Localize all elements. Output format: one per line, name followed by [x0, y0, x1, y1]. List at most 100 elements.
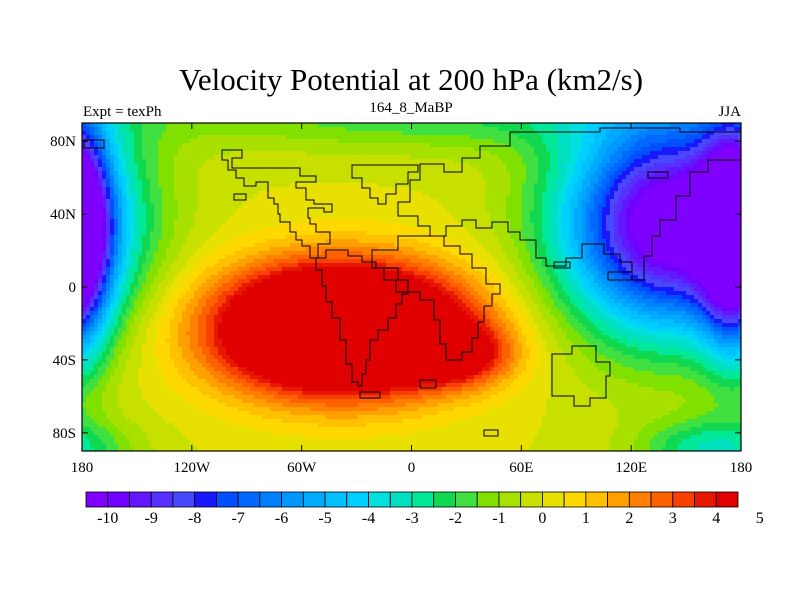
- field-cell: [730, 163, 735, 168]
- field-cell: [98, 227, 103, 232]
- field-cell: [662, 183, 667, 188]
- field-cell: [718, 203, 723, 208]
- field-cell: [398, 167, 403, 172]
- field-cell: [258, 143, 263, 148]
- field-cell: [662, 167, 667, 172]
- field-cell: [314, 163, 319, 168]
- field-cell: [490, 179, 495, 184]
- field-cell: [458, 155, 463, 160]
- field-cell: [270, 179, 275, 184]
- field-cell: [250, 215, 255, 220]
- field-cell: [106, 135, 111, 140]
- field-cell: [406, 223, 411, 228]
- field-cell: [486, 135, 491, 140]
- field-cell: [574, 167, 579, 172]
- field-cell: [286, 219, 291, 224]
- field-cell: [650, 175, 655, 180]
- field-cell: [430, 223, 435, 228]
- field-cell: [162, 163, 167, 168]
- field-cell: [450, 179, 455, 184]
- field-cell: [234, 183, 239, 188]
- field-cell: [126, 207, 131, 212]
- field-cell: [142, 235, 147, 240]
- field-cell: [670, 207, 675, 212]
- field-cell: [642, 131, 647, 136]
- field-cell: [450, 235, 455, 240]
- field-cell: [126, 143, 131, 148]
- field-cell: [690, 147, 695, 152]
- field-cell: [566, 143, 571, 148]
- field-cell: [214, 239, 219, 244]
- field-cell: [578, 207, 583, 212]
- field-cell: [566, 171, 571, 176]
- field-cell: [630, 159, 635, 164]
- field-cell: [150, 207, 155, 212]
- field-cell: [238, 179, 243, 184]
- field-cell: [370, 159, 375, 164]
- field-cell: [122, 147, 127, 152]
- field-cell: [658, 199, 663, 204]
- field-cell: [354, 207, 359, 212]
- field-cell: [166, 203, 171, 208]
- field-cell: [266, 211, 271, 216]
- field-cell: [434, 219, 439, 224]
- field-cell: [678, 227, 683, 232]
- field-cell: [110, 183, 115, 188]
- field-cell: [498, 223, 503, 228]
- field-cell: [166, 231, 171, 236]
- field-cell: [318, 215, 323, 220]
- field-cell: [482, 231, 487, 236]
- field-cell: [174, 203, 179, 208]
- field-cell: [142, 215, 147, 220]
- field-cell: [738, 131, 741, 136]
- field-cell: [458, 187, 463, 192]
- field-cell: [722, 139, 727, 144]
- field-cell: [162, 207, 167, 212]
- field-cell: [630, 199, 635, 204]
- field-cell: [606, 191, 611, 196]
- field-cell: [282, 143, 287, 148]
- field-cell: [666, 219, 671, 224]
- field-cell: [214, 227, 219, 232]
- field-cell: [82, 131, 87, 136]
- field-cell: [142, 163, 147, 168]
- field-cell: [118, 139, 123, 144]
- field-cell: [230, 179, 235, 184]
- field-cell: [246, 207, 251, 212]
- field-cell: [662, 195, 667, 200]
- field-cell: [330, 231, 335, 236]
- field-cell: [194, 235, 199, 240]
- field-cell: [542, 215, 547, 220]
- field-cell: [594, 239, 599, 244]
- field-cell: [718, 175, 723, 180]
- field-cell: [602, 199, 607, 204]
- field-cell: [490, 219, 495, 224]
- field-cell: [182, 151, 187, 156]
- field-cell: [154, 147, 159, 152]
- field-cell: [294, 223, 299, 228]
- field-cell: [534, 171, 539, 176]
- field-cell: [570, 219, 575, 224]
- field-cell: [126, 127, 131, 132]
- field-cell: [734, 135, 739, 140]
- field-cell: [394, 215, 399, 220]
- field-cell: [598, 135, 603, 140]
- field-cell: [506, 131, 511, 136]
- field-cell: [550, 183, 555, 188]
- field-cell: [686, 123, 691, 128]
- field-cell: [462, 227, 467, 232]
- field-cell: [546, 235, 551, 240]
- field-cell: [358, 143, 363, 148]
- field-cell: [710, 195, 715, 200]
- field-cell: [710, 203, 715, 208]
- field-cell: [302, 231, 307, 236]
- field-cell: [110, 139, 115, 144]
- field-cell: [522, 191, 527, 196]
- field-cell: [398, 183, 403, 188]
- field-cell: [130, 231, 135, 236]
- field-cell: [202, 191, 207, 196]
- field-cell: [334, 123, 339, 128]
- field-cell: [270, 123, 275, 128]
- field-cell: [610, 131, 615, 136]
- field-cell: [694, 135, 699, 140]
